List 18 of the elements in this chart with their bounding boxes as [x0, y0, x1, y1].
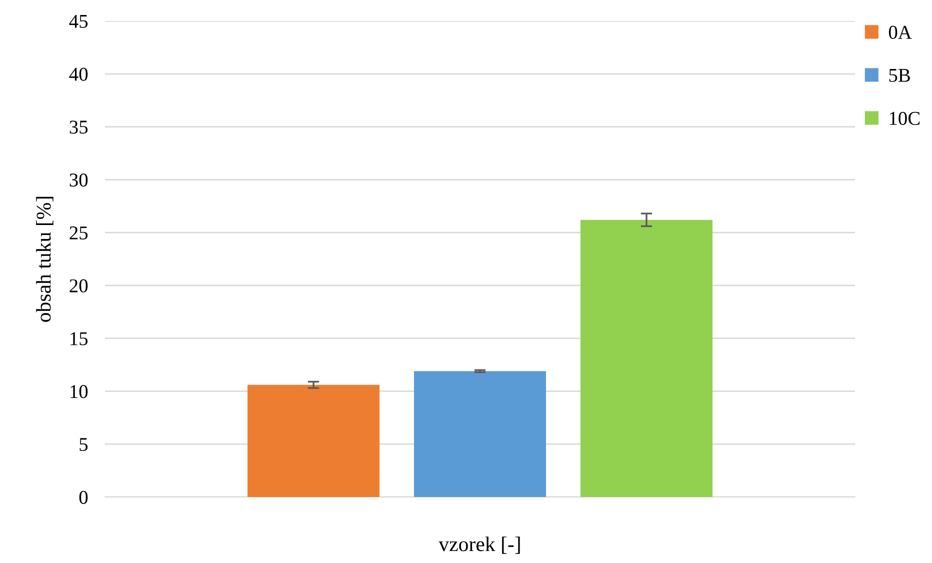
- y-tick-label: 0: [79, 490, 88, 504]
- y-tick-label: 15: [70, 332, 88, 346]
- y-tick-label: 30: [70, 173, 88, 187]
- y-tick-label: 20: [70, 279, 88, 292]
- bar: [414, 371, 546, 497]
- y-tick-label: 45: [69, 14, 88, 28]
- y-axis-title: obsah tuku [%]: [36, 196, 54, 322]
- legend-label: 5B: [889, 69, 910, 82]
- bar: [580, 220, 712, 497]
- legend-label: 0A: [888, 26, 912, 39]
- y-tick-label: 5: [80, 438, 88, 452]
- y-tick-label: 35: [70, 120, 88, 134]
- y-tick-label: 25: [70, 226, 88, 240]
- x-axis-title: vzorek [-]: [438, 536, 520, 554]
- legend-label: 10C: [890, 112, 920, 125]
- y-tick-label: 40: [69, 68, 88, 81]
- bar: [248, 384, 380, 497]
- y-tick-label: 10: [70, 385, 88, 398]
